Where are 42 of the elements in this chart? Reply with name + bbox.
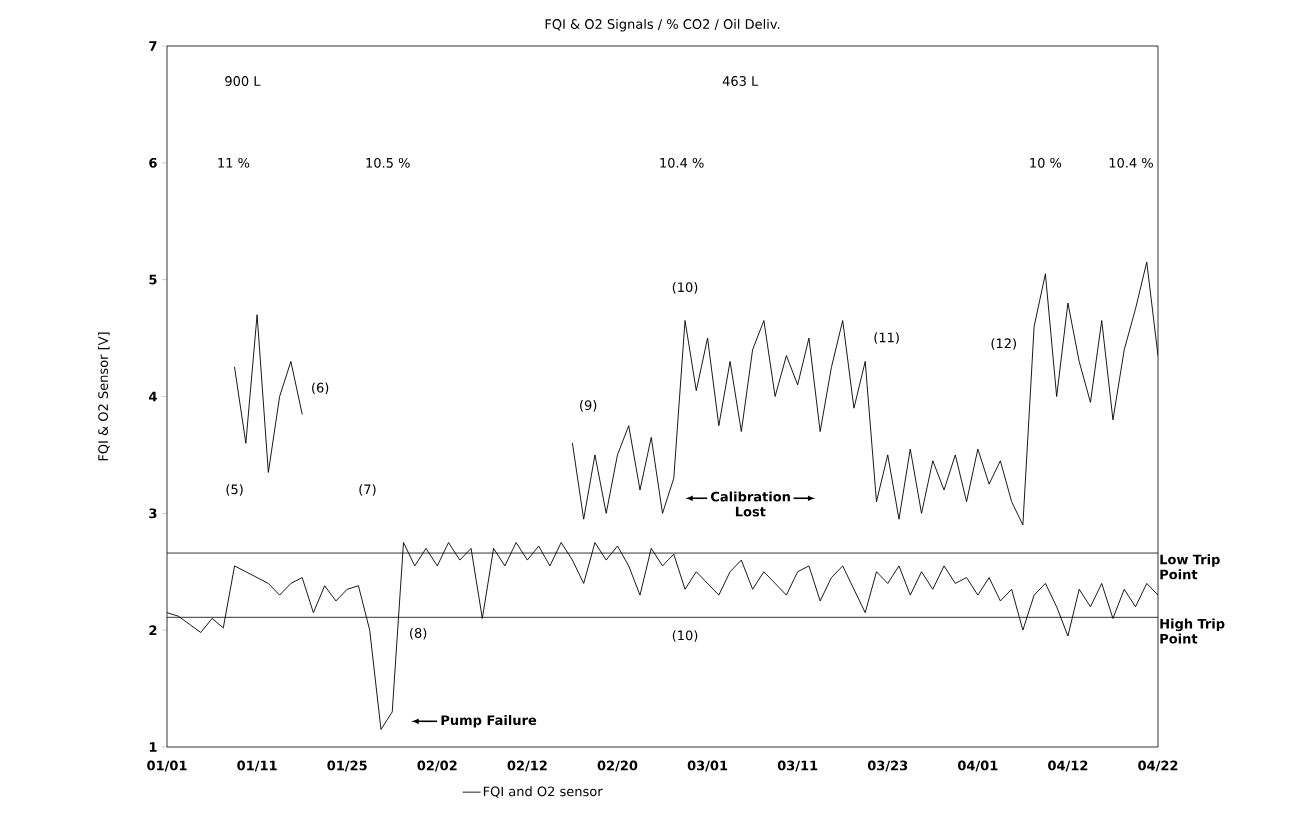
annotation: (12)	[991, 338, 1016, 350]
chart-title: FQI & O2 Signals / % CO2 / Oil Deliv.	[545, 18, 780, 32]
legend-label: FQI and O2 sensor	[483, 786, 603, 798]
y-tick-label: 3	[149, 508, 157, 519]
annotation: 11 %	[218, 157, 250, 168]
y-tick-label: 7	[149, 41, 157, 51]
y-tick-label: 2	[149, 625, 157, 635]
x-tick-label: 03/23	[867, 760, 908, 772]
x-tick-label: 02/02	[417, 760, 457, 772]
annotation: 10.5 %	[366, 157, 410, 168]
x-tick-label: 01/01	[147, 760, 187, 772]
x-tick-label: 02/12	[507, 760, 547, 772]
annotation: (10)	[672, 282, 698, 294]
ref-line-label: High Trip Point	[1160, 618, 1225, 644]
x-tick-label: 03/11	[777, 760, 818, 772]
y-axis-title: FQI & O2 Sensor [V]	[97, 332, 110, 461]
x-tick-label: 01/25	[327, 760, 367, 772]
annotation: 10 %	[1030, 157, 1062, 168]
ref-line-label: Low Trip Point	[1160, 554, 1220, 580]
y-tick-label: 5	[149, 274, 157, 285]
x-tick-label: 04/12	[1048, 760, 1088, 772]
annotation: Calibration Lost	[710, 491, 790, 517]
annotation: 900 L	[225, 76, 261, 86]
annotation: (5)	[226, 484, 243, 496]
y-tick-label: 1	[149, 742, 157, 752]
x-tick-label: 03/01	[687, 760, 728, 772]
annotation: Pump Failure	[441, 715, 537, 728]
annotation: (11)	[874, 332, 899, 344]
y-tick-label: 4	[149, 391, 157, 402]
x-tick-label: 04/01	[957, 760, 998, 772]
annotation: (8)	[410, 627, 427, 640]
annotation: (9)	[580, 400, 597, 412]
annotation: 463 L	[722, 76, 759, 86]
annotation: (6)	[312, 382, 329, 395]
annotation: (10)	[672, 630, 698, 642]
y-tick-label: 6	[149, 157, 157, 168]
annotation: (7)	[359, 484, 376, 496]
annotation: 10.4 %	[1109, 157, 1153, 168]
x-tick-label: 01/11	[237, 760, 277, 772]
x-tick-label: 04/22	[1138, 760, 1178, 772]
annotation: 10.4 %	[660, 157, 704, 168]
x-tick-label: 02/20	[597, 760, 638, 772]
